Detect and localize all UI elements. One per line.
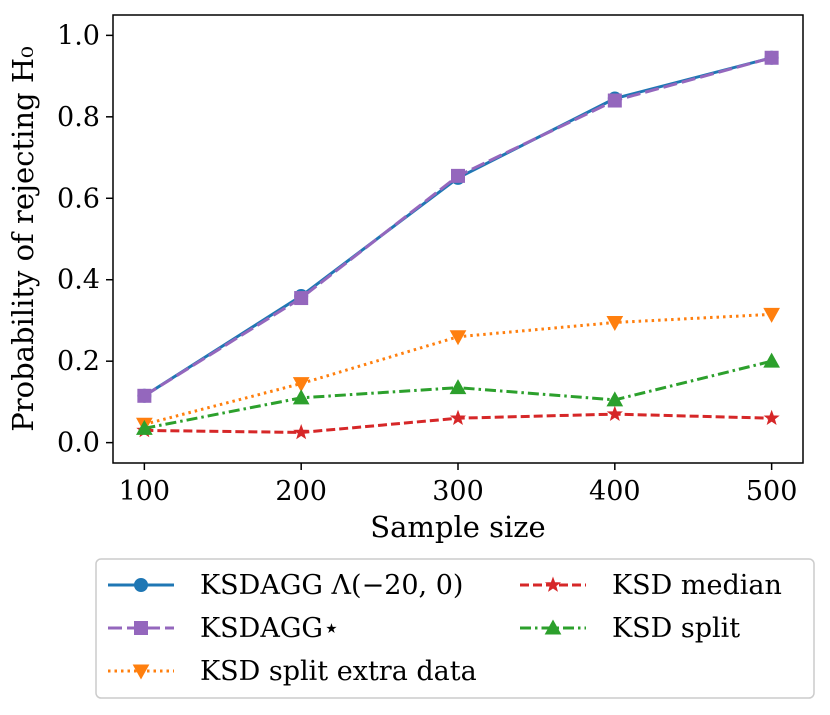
legend: KSDAGG Λ(−20, 0) KSDAGG⋆ KSD split extra d… xyxy=(95,558,815,699)
legend-label: KSDAGG⋆ xyxy=(200,613,340,644)
legend-marker xyxy=(134,621,148,635)
legend-marker xyxy=(544,576,562,592)
series-ksdagg xyxy=(137,50,779,403)
data-point xyxy=(763,307,780,323)
legend-entry: KSDAGG Λ(−20, 0) xyxy=(108,570,463,601)
data-point xyxy=(763,409,780,426)
legend-label: KSD split xyxy=(612,613,740,644)
y-tick-label: 0.4 xyxy=(57,265,100,296)
data-point xyxy=(293,423,310,440)
y-tick-label: 0.6 xyxy=(57,183,100,214)
x-tick-label: 500 xyxy=(746,476,798,507)
x-tick-label: 100 xyxy=(119,476,171,507)
y-tick-label: 0.2 xyxy=(57,346,100,377)
legend-box xyxy=(95,558,815,699)
data-point xyxy=(607,93,622,108)
legend-entry: KSD median xyxy=(520,570,782,601)
x-axis-label: Sample size xyxy=(370,510,545,544)
y-tick-label: 1.0 xyxy=(57,20,100,51)
data-point xyxy=(449,379,467,395)
legend-entry: KSD split extra data xyxy=(108,656,477,687)
x-tick-label: 400 xyxy=(589,476,641,507)
legend-marker xyxy=(544,619,562,635)
data-point xyxy=(449,330,467,346)
data-point xyxy=(449,409,467,426)
data-point xyxy=(137,388,152,403)
data-point xyxy=(294,291,309,306)
plot-frame xyxy=(112,14,804,464)
series-ksd-split xyxy=(136,352,780,435)
legend-marker xyxy=(134,578,148,592)
data-point xyxy=(292,389,310,405)
data-point xyxy=(606,405,623,421)
plot-area xyxy=(136,50,780,440)
data-point xyxy=(606,315,624,332)
y-tick-label: 0.0 xyxy=(57,428,100,459)
y-tick-label: 0.8 xyxy=(57,102,100,133)
series-ksd-split-extra-data xyxy=(136,307,780,433)
data-point xyxy=(292,377,310,393)
axes: 100 200 300 400 500 0.0 0.2 0.4 0.6 0.8 1.0 xyxy=(57,14,804,507)
data-point xyxy=(606,391,624,407)
legend-entry: KSDAGG⋆ xyxy=(108,613,340,644)
x-tick-label: 200 xyxy=(275,476,327,507)
legend-label: KSDAGG Λ(−20, 0) xyxy=(200,570,463,601)
data-point xyxy=(763,352,780,368)
data-point xyxy=(451,168,465,183)
legend-marker xyxy=(132,664,150,680)
data-point xyxy=(764,50,779,65)
y-axis-label: Probability of rejecting H₀ xyxy=(6,46,40,431)
series-ksdagg-20-0 xyxy=(137,50,779,403)
legend-label: KSD median xyxy=(612,570,782,601)
x-tick-label: 300 xyxy=(432,476,484,507)
data-point xyxy=(136,419,153,435)
legend-label: KSD split extra data xyxy=(200,656,477,687)
legend-entry: KSD split xyxy=(520,613,740,644)
